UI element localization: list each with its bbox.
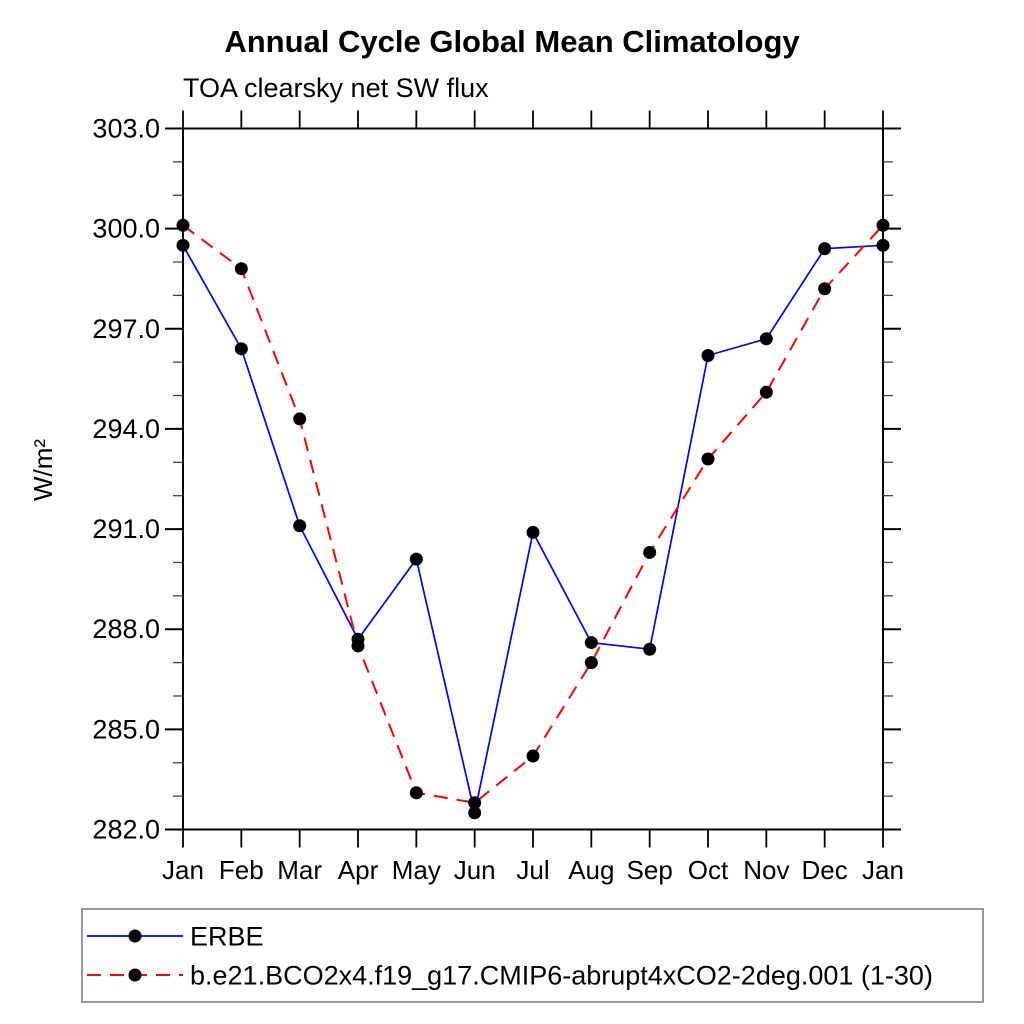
plot-frame [182, 127, 884, 831]
plot-area: 282.0 285.0 288.0 291.0 294.0 297.0 300.0 303.0… [92, 110, 904, 885]
x-tick-label: Jul [516, 855, 549, 885]
series-model-marker [468, 796, 482, 810]
series-erbe-marker [468, 806, 482, 820]
x-tick-label: Apr [338, 855, 379, 885]
legend-erbe-marker [128, 929, 142, 943]
x-tick-label: Aug [568, 855, 614, 885]
chart-title: Annual Cycle Global Mean Climatology [224, 24, 800, 59]
series-erbe-marker [818, 242, 832, 256]
x-tick-label: Jan [162, 855, 204, 885]
series-model-line [182, 224, 884, 804]
y-tick-label: 285.0 [92, 714, 160, 744]
x-tick-label: Jan [862, 855, 904, 885]
series-model-marker [876, 218, 890, 232]
y-tick-label: 291.0 [92, 514, 160, 544]
series-erbe-marker [643, 642, 657, 656]
y-axis-label: W/m² [28, 439, 58, 501]
x-tick-label: Mar [277, 855, 322, 885]
legend: ERBE b.e21.BCO2x4.f19_g17.CMIP6-abrupt4xC… [81, 908, 984, 1003]
x-tick-label: Feb [219, 855, 264, 885]
legend-model-label: b.e21.BCO2x4.f19_g17.CMIP6-abrupt4xCO2-2… [190, 961, 933, 991]
series-erbe-marker [584, 636, 598, 650]
series-model-marker [234, 262, 248, 276]
series-erbe-marker [759, 332, 773, 346]
series-model-marker [351, 639, 365, 653]
legend-model-marker [128, 968, 142, 982]
series-erbe-marker [701, 348, 715, 362]
series-model-marker [526, 749, 540, 763]
x-tick-label: Jun [454, 855, 496, 885]
x-tick-label: Nov [743, 855, 789, 885]
y-tick-label: 300.0 [92, 214, 160, 244]
series-model-marker [643, 545, 657, 559]
x-tick-label: Sep [627, 855, 673, 885]
legend-box [81, 908, 984, 1003]
series-model-marker [176, 218, 190, 232]
series-erbe-marker [526, 525, 540, 539]
series-model-marker [818, 282, 832, 296]
series-erbe-marker [176, 238, 190, 252]
series-model-marker [701, 452, 715, 466]
series-model-marker [409, 786, 423, 800]
series-model-marker [759, 385, 773, 399]
y-tick-label: 288.0 [92, 614, 160, 644]
series-erbe-marker [409, 552, 423, 566]
x-tick-label: Oct [688, 855, 729, 885]
series-erbe-marker [234, 342, 248, 356]
y-tick-label: 282.0 [92, 815, 160, 845]
series-model-marker [293, 412, 307, 426]
x-tick-label: Dec [802, 855, 848, 885]
series-erbe-marker [293, 519, 307, 533]
x-tick-label: May [392, 855, 441, 885]
series-erbe-marker [876, 238, 890, 252]
chart-subtitle: TOA clearsky net SW flux [183, 73, 489, 103]
y-tick-label: 294.0 [92, 414, 160, 444]
y-tick-label: 297.0 [92, 314, 160, 344]
series-model-marker [584, 656, 598, 670]
y-tick-label: 303.0 [92, 114, 160, 144]
legend-erbe-label: ERBE [190, 922, 264, 952]
